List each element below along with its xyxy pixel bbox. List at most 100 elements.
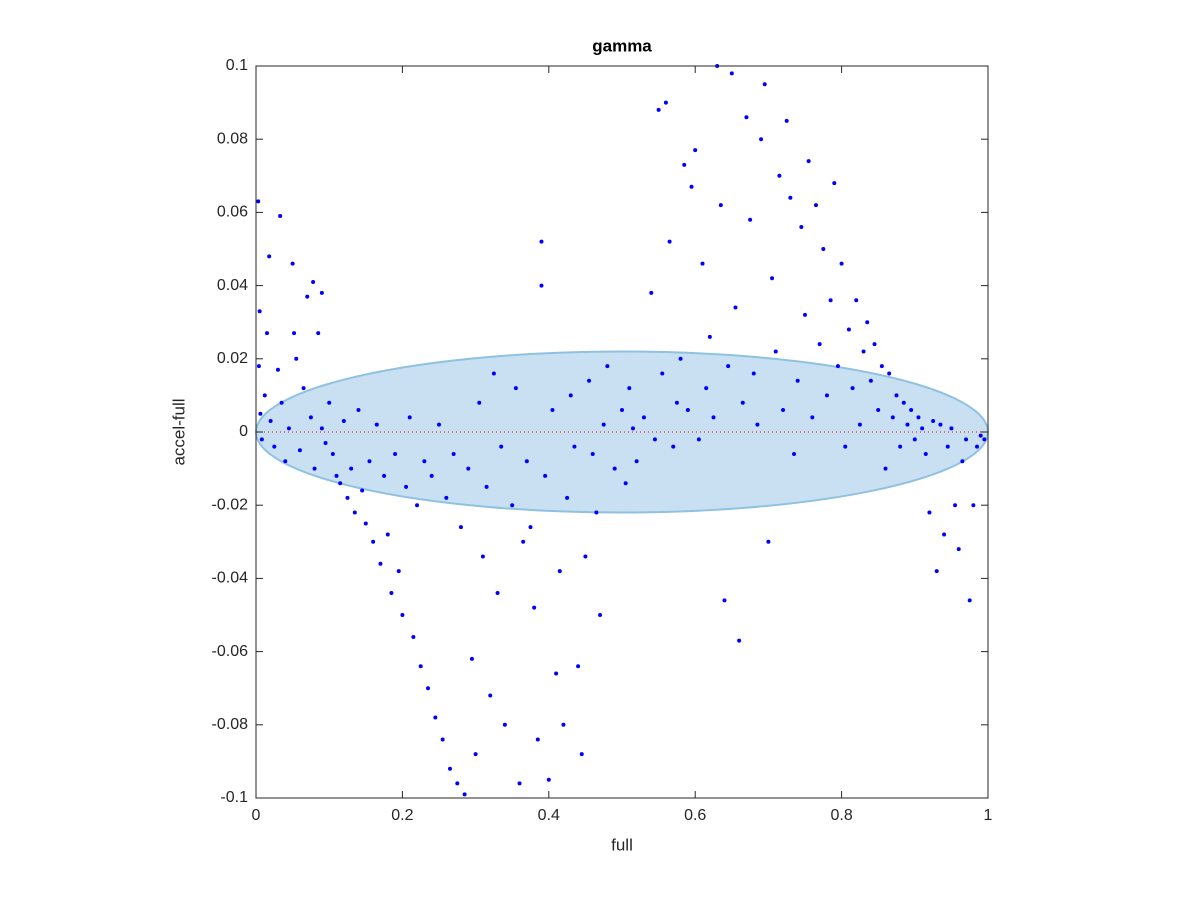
- point: [590, 451, 595, 456]
- point: [543, 473, 548, 478]
- point: [301, 386, 306, 391]
- y-tick-label: 0.08: [217, 130, 248, 147]
- point: [283, 459, 288, 464]
- point: [484, 484, 489, 489]
- point: [572, 444, 577, 449]
- point: [967, 598, 972, 603]
- point: [539, 239, 544, 244]
- point: [887, 371, 892, 376]
- point: [810, 415, 815, 420]
- point: [938, 422, 943, 427]
- point: [462, 792, 467, 797]
- point: [803, 312, 807, 317]
- point: [495, 591, 500, 596]
- point: [257, 309, 262, 314]
- point: [554, 671, 559, 676]
- point: [671, 444, 676, 449]
- point: [521, 539, 526, 544]
- point: [623, 481, 628, 486]
- chart-title: gamma: [592, 36, 652, 55]
- x-tick-label: 0: [252, 807, 261, 824]
- point: [949, 426, 954, 431]
- point: [773, 349, 778, 354]
- point: [953, 503, 958, 508]
- point: [341, 419, 346, 424]
- point: [682, 162, 687, 167]
- point: [982, 437, 987, 442]
- x-tick-label: 0.8: [830, 807, 852, 824]
- point: [740, 400, 745, 405]
- point: [352, 510, 357, 515]
- x-tick-label: 0.4: [538, 807, 560, 824]
- point: [770, 276, 775, 281]
- point: [689, 184, 694, 189]
- point: [931, 419, 936, 424]
- point: [444, 495, 449, 500]
- point: [927, 510, 932, 515]
- point: [311, 279, 316, 284]
- point: [447, 766, 452, 771]
- point: [806, 159, 811, 164]
- point: [422, 459, 427, 464]
- point: [327, 400, 332, 405]
- y-tick-label: 0: [239, 423, 248, 440]
- point: [685, 408, 690, 413]
- point: [491, 371, 496, 376]
- point: [319, 290, 324, 295]
- point: [411, 634, 416, 639]
- point: [601, 422, 606, 427]
- point: [656, 107, 661, 112]
- point: [788, 195, 793, 200]
- point: [722, 598, 727, 603]
- point: [415, 503, 420, 508]
- point: [839, 261, 844, 266]
- point: [292, 331, 297, 336]
- point: [319, 426, 324, 431]
- point: [437, 422, 441, 427]
- point: [532, 605, 537, 610]
- point: [259, 437, 264, 442]
- point: [660, 371, 665, 376]
- point: [356, 408, 361, 413]
- point: [426, 686, 431, 691]
- point: [748, 217, 753, 222]
- point: [393, 451, 398, 456]
- point: [883, 466, 888, 471]
- point: [360, 488, 365, 493]
- y-tick-label: -0.02: [212, 496, 249, 513]
- point: [316, 331, 321, 336]
- point: [971, 503, 976, 508]
- point: [378, 561, 383, 566]
- point: [850, 386, 855, 391]
- point: [535, 737, 540, 742]
- point: [905, 422, 910, 427]
- point: [550, 408, 555, 413]
- point: [278, 214, 283, 219]
- point: [901, 400, 906, 405]
- point: [587, 378, 592, 383]
- point: [784, 118, 789, 123]
- point: [707, 334, 712, 339]
- point: [718, 203, 723, 208]
- point: [272, 444, 277, 449]
- point: [942, 532, 947, 537]
- point: [290, 261, 295, 266]
- point: [367, 459, 372, 464]
- point: [557, 569, 562, 574]
- point: [561, 722, 566, 727]
- point: [978, 433, 983, 438]
- point: [279, 400, 284, 405]
- point: [466, 466, 471, 471]
- point: [821, 247, 826, 251]
- point: [781, 408, 786, 413]
- point: [872, 342, 877, 347]
- point: [371, 539, 376, 544]
- point: [861, 349, 866, 354]
- y-tick-label: 0.06: [217, 204, 248, 221]
- point: [469, 656, 474, 661]
- point: [945, 444, 950, 449]
- point: [693, 148, 698, 153]
- point: [835, 364, 840, 369]
- point: [846, 327, 851, 332]
- point: [854, 298, 859, 303]
